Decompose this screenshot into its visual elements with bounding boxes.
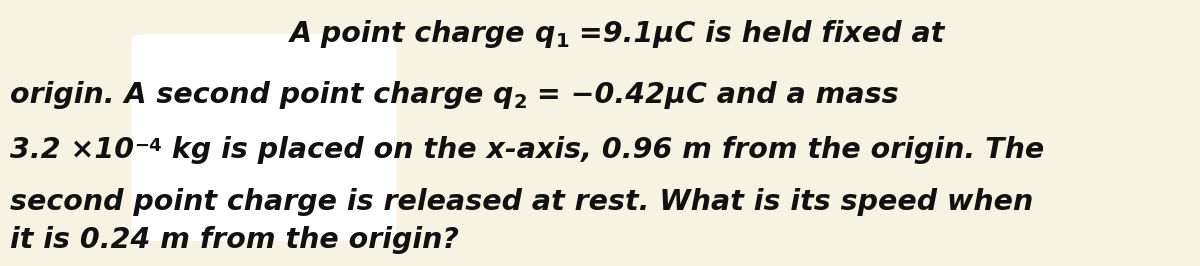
Text: origin. A second point charge: origin. A second point charge	[10, 81, 493, 109]
FancyBboxPatch shape	[132, 34, 396, 241]
Text: it is 0.24 m from the origin?: it is 0.24 m from the origin?	[10, 226, 458, 254]
Text: q: q	[535, 20, 556, 48]
Text: 3.2 ×10: 3.2 ×10	[10, 136, 134, 164]
Text: =9.1µC is held fixed at: =9.1µC is held fixed at	[569, 20, 944, 48]
Text: kg is placed on the x-axis, 0.96 m from the origin. The: kg is placed on the x-axis, 0.96 m from …	[162, 136, 1044, 164]
Text: = −0.42µC and a mass: = −0.42µC and a mass	[527, 81, 899, 109]
Text: −4: −4	[134, 137, 162, 155]
Text: A point charge: A point charge	[290, 20, 535, 48]
Text: q: q	[493, 81, 514, 109]
Text: second point charge is released at rest. What is its speed when: second point charge is released at rest.…	[10, 188, 1033, 216]
Text: 1: 1	[556, 32, 569, 51]
Text: 2: 2	[514, 93, 527, 112]
